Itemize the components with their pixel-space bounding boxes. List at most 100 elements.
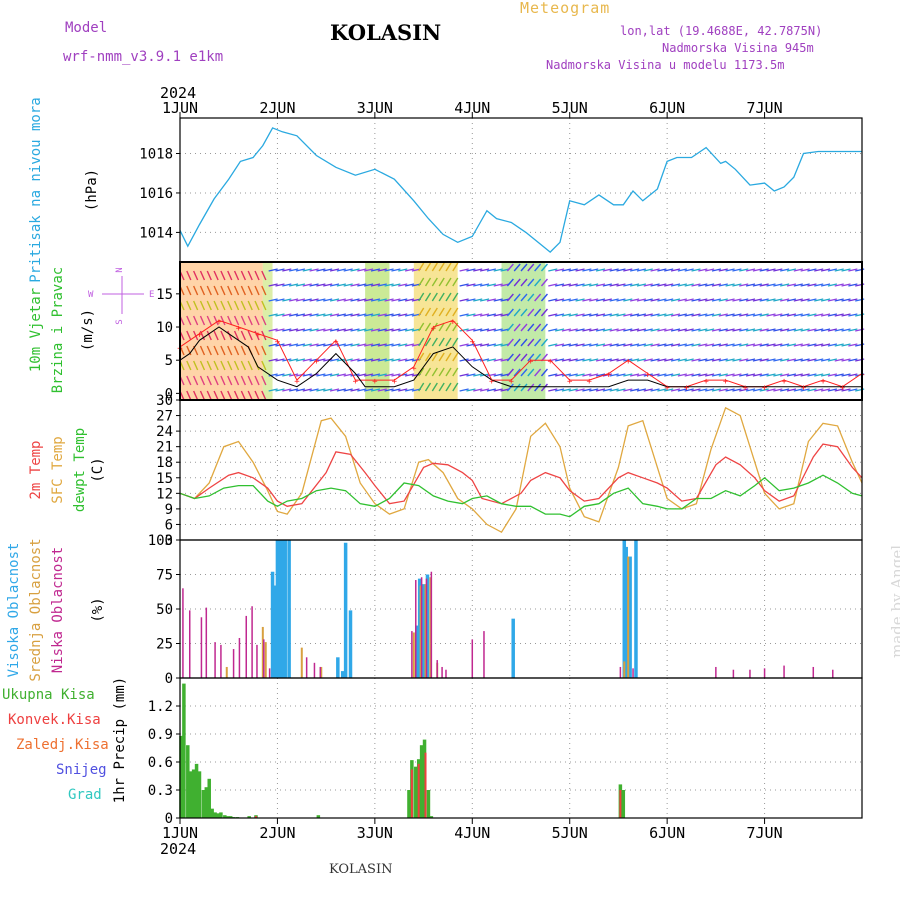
- wind-barb-arrow: [424, 292, 432, 302]
- wind-barb-arrow: [575, 388, 585, 392]
- day-label-bottom: 5JUN: [552, 824, 588, 842]
- cloud-low-bar: [268, 668, 271, 678]
- wind-barb-arrow: [691, 328, 701, 332]
- wind-barb-arrow: [295, 373, 306, 377]
- wind-barb-arrow: [486, 298, 497, 302]
- cloud-low-bar: [732, 669, 735, 678]
- precip-total-bar: [186, 745, 190, 818]
- wind-barb-arrow: [302, 343, 312, 347]
- wind-barb-arrow: [527, 383, 535, 392]
- wind-barb-arrow: [807, 283, 817, 287]
- wind-barb-arrow: [357, 343, 367, 347]
- wind-barb-arrow: [780, 298, 790, 302]
- cloud-low-bar: [832, 669, 834, 678]
- wind-barb-arrow: [261, 375, 267, 386]
- wind-barb-arrow: [377, 268, 387, 272]
- wind-barb-arrow: [404, 358, 415, 362]
- wind-barb-arrow: [377, 358, 387, 362]
- wind-barb-arrow: [773, 268, 783, 272]
- wind-barb-arrow: [820, 298, 831, 302]
- precip-conv-bar: [410, 769, 413, 818]
- wind-barb-arrow: [506, 368, 514, 377]
- wind-barb-arrow: [288, 328, 299, 332]
- wind-barb-arrow: [370, 358, 381, 362]
- wind-barb-arrow: [780, 328, 790, 332]
- wind-barb-arrow: [623, 313, 633, 317]
- sfc-temp-axis-label: SFC Temp: [50, 436, 66, 503]
- wind-barb-arrow: [602, 358, 612, 362]
- wind-barb-arrow: [309, 343, 319, 347]
- wind-barb-arrow: [732, 343, 742, 347]
- wind-barb-arrow: [704, 388, 715, 392]
- wind-barb-arrow: [486, 358, 497, 362]
- wind-barb-arrow: [677, 373, 688, 377]
- wind-barb-arrow: [609, 358, 619, 362]
- wind-barb-arrow: [704, 328, 715, 332]
- wind-barb-arrow: [684, 298, 694, 302]
- wind-barb-arrow: [827, 373, 838, 377]
- wind-barb-arrow: [664, 343, 674, 347]
- wind-barb-arrow: [732, 373, 742, 377]
- wind-barb-arrow: [288, 268, 299, 272]
- wind-barb-arrow: [329, 373, 340, 377]
- wind-barb-arrow: [438, 292, 445, 302]
- wind-barb-arrow: [275, 283, 285, 287]
- wind-barb-arrow: [363, 283, 374, 287]
- wind-barb-arrow: [745, 388, 756, 392]
- wind-gust-marker: +: [236, 324, 242, 334]
- wind-barb-arrow: [240, 330, 247, 341]
- wind-barb-arrow: [664, 298, 674, 302]
- cloud-low-bar: [205, 607, 208, 678]
- y-tick-label-temperature: 21: [156, 440, 173, 456]
- wind-barb-arrow: [254, 270, 260, 281]
- wind-barb-arrow: [350, 343, 360, 347]
- wind-barb-arrow: [479, 283, 490, 287]
- wind-barb-arrow: [616, 343, 626, 347]
- wind-barb-arrow: [323, 298, 333, 302]
- wind-barb-arrow: [213, 390, 219, 401]
- wind-barb-arrow: [363, 268, 374, 272]
- precip-total-bar: [419, 745, 424, 818]
- y-tick-label-temperature: 30: [156, 393, 173, 409]
- wind-barb-arrow: [213, 330, 219, 341]
- wind-barb-arrow: [431, 382, 438, 392]
- wind-barb-arrow: [336, 388, 347, 392]
- wind-barb-arrow: [732, 298, 742, 302]
- wind-barb-arrow: [725, 388, 735, 392]
- wind-barb-arrow: [343, 373, 353, 377]
- wind-barb-arrow: [247, 360, 253, 371]
- precip-conv-bar: [254, 816, 257, 818]
- wind-barb-arrow: [739, 268, 749, 272]
- wind-barb-arrow: [343, 358, 353, 362]
- precip-legend-2: Zaledj.Kisa: [16, 737, 109, 753]
- wind-barb-arrow: [479, 358, 490, 362]
- wind-barb-arrow: [316, 283, 326, 287]
- wind-barb-arrow: [766, 298, 776, 302]
- wind-barb-arrow: [424, 337, 432, 347]
- wind-gust-marker: +: [294, 377, 300, 387]
- wind-barb-arrow: [213, 345, 219, 356]
- wind-barb-arrow: [725, 283, 735, 287]
- wind-barb-arrow: [493, 283, 503, 287]
- wind-barb-arrow: [698, 388, 708, 392]
- wind-barb-arrow: [438, 382, 445, 392]
- wind-barb-arrow: [220, 330, 226, 341]
- wind-barb-arrow: [186, 360, 192, 371]
- wind-barb-arrow: [506, 323, 514, 332]
- precip-legend-3: Snijeg: [56, 762, 107, 778]
- wind-barb-arrow: [718, 388, 728, 392]
- cloud-mid-bar: [419, 585, 422, 678]
- wind-barb-arrow: [288, 298, 299, 302]
- footer-station: KOLASIN: [329, 862, 393, 877]
- wind-barb-arrow: [786, 283, 797, 287]
- wind-barb-arrow: [657, 328, 667, 332]
- wind-barb-arrow: [493, 298, 503, 302]
- wind-barb-arrow: [575, 343, 585, 347]
- year-label-bottom: 2024: [160, 840, 196, 858]
- wind-barb-arrow: [643, 298, 653, 302]
- wind-barb-arrow: [452, 382, 459, 392]
- wind-barb-arrow: [398, 343, 408, 347]
- precip-total-bar: [213, 812, 217, 818]
- wind-barb-arrow: [793, 298, 803, 302]
- wind-barb-arrow: [370, 373, 381, 377]
